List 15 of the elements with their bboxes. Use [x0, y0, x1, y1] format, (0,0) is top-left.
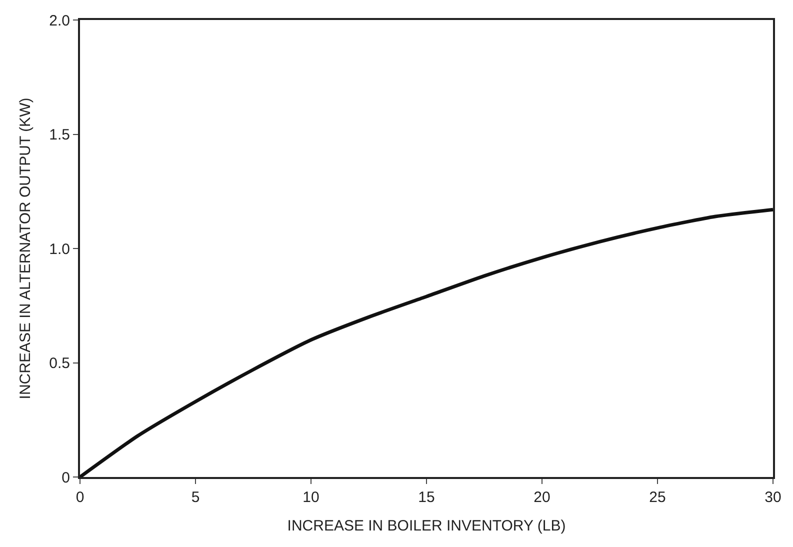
- x-tick-label: 30: [764, 489, 782, 506]
- y-tick-label: 2.0: [49, 12, 70, 30]
- y-axis-title: INCREASE IN ALTERNATOR OUTPUT (KW): [16, 98, 34, 400]
- x-tick-label: 0: [76, 489, 84, 506]
- y-tick-label: 0.5: [49, 355, 70, 372]
- x-tick-label: 5: [191, 489, 200, 506]
- x-axis-title: INCREASE IN BOILER INVENTORY (LB): [287, 518, 566, 534]
- y-tick-label: 1.5: [49, 126, 70, 144]
- line-series: [80, 208, 773, 477]
- x-tick-label: 25: [649, 489, 666, 506]
- x-tick-label: 10: [302, 489, 320, 506]
- x-tick-label: 20: [534, 489, 550, 506]
- y-tick-label: 1.0: [49, 240, 70, 258]
- y-tick-label: 0: [62, 469, 70, 486]
- x-tick-label: 15: [418, 489, 435, 506]
